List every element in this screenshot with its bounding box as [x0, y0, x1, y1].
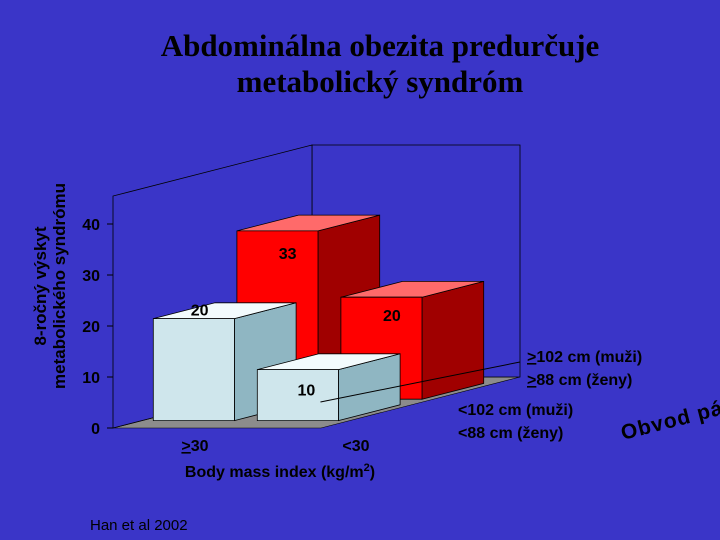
data-label-s1-0: 33	[279, 246, 297, 263]
data-label-s2-0: 20	[191, 303, 209, 320]
category-label-0: >30	[181, 438, 208, 455]
y-tick-label-0: 0	[91, 421, 100, 438]
data-labels: 33 20 20 10	[191, 246, 401, 400]
depth-axis-label: Obvod pása	[619, 390, 720, 445]
category-label-1: <30	[342, 438, 369, 455]
depth-legend-s1-line-1: >102 cm (muži)	[527, 349, 642, 366]
y-tick-label-10: 10	[82, 370, 100, 387]
depth-legend-s1-line-2: >88 cm (ženy)	[527, 372, 632, 389]
chart-bars	[152, 214, 485, 422]
y-tick-label-20: 20	[82, 319, 100, 336]
depth-axis-legend: >102 cm (muži) >88 cm (ženy) <102 cm (muži…	[320, 349, 642, 442]
source-citation: Han et al 2002	[90, 517, 188, 534]
y-axis-ticks: 0 10 20 30 40	[82, 217, 113, 438]
data-label-s2-1: 10	[297, 383, 315, 400]
depth-axis-line	[320, 361, 521, 403]
title-line-1: Abdominálna obezita predurčuje	[160, 28, 600, 63]
bar-s2-1-front	[256, 369, 339, 422]
x-axis-categories: >30 <30 Body mass index (kg/m2)	[181, 438, 375, 481]
slide-title: Abdominálna obezita predurčuje metabolic…	[0, 28, 720, 100]
depth-axis-label-text: Obvod pása	[619, 390, 720, 445]
x-axis-label: Body mass index (kg/m2)	[185, 462, 375, 481]
data-label-s1-1: 20	[383, 308, 401, 325]
y-tick-label-40: 40	[82, 217, 100, 234]
bar-s1-1-side	[421, 280, 485, 400]
bar-s2-0-front	[152, 318, 235, 422]
depth-legend-s2-line-2: <88 cm (ženy)	[458, 425, 563, 442]
y-tick-label-30: 30	[82, 268, 100, 285]
depth-legend-s2-line-1: <102 cm (muži)	[458, 402, 573, 419]
depth-axis-label-group: Obvod pása	[619, 390, 720, 445]
title-line-2: metabolický syndróm	[236, 64, 524, 99]
